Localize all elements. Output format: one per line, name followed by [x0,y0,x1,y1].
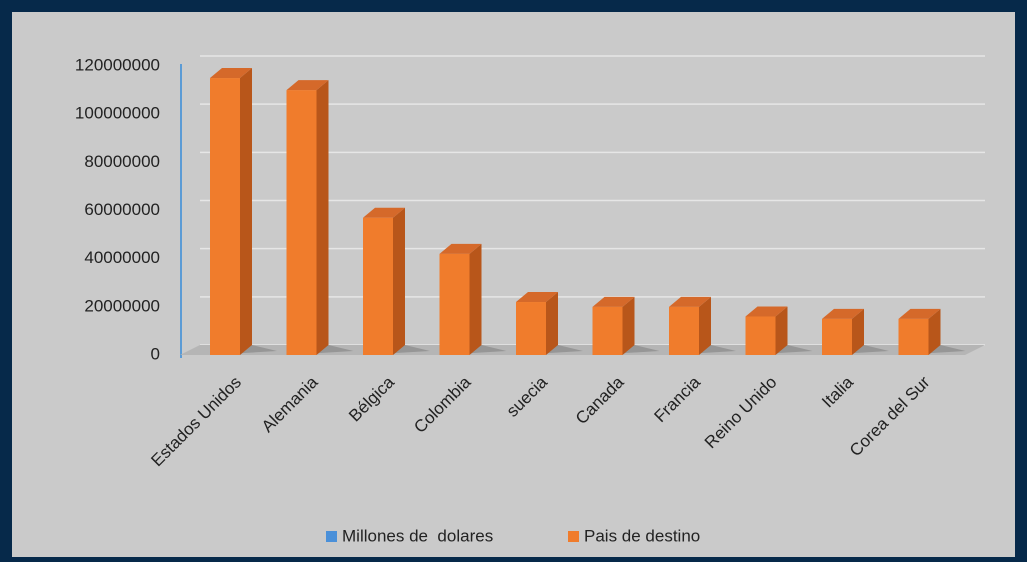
y-tick-label: 100000000 [75,104,160,123]
bar-top [286,80,329,91]
bar-top [822,308,864,319]
y-tick-label: 60000000 [84,200,160,219]
bar-side [469,243,482,355]
bar [210,78,240,356]
y-tick-label: 120000000 [75,55,160,74]
bar-side [699,296,711,355]
bar [363,217,393,355]
bar-top [898,308,941,319]
bar [592,306,623,355]
bar-side [316,80,329,355]
bar-top [363,207,405,218]
panel [12,12,1015,557]
y-tick-label: 40000000 [84,248,160,267]
bar-top [516,292,558,303]
bar-side [546,292,558,355]
bar-side [852,308,864,355]
bar [822,318,852,355]
y-tick-label: 20000000 [84,296,160,315]
bar-side [393,207,405,355]
bar-side [240,68,252,356]
bar-top [210,68,252,79]
bar-top [745,306,788,317]
bar-top [669,296,711,307]
bar-top [439,243,482,254]
bar [669,306,699,355]
y-tick-label: 0 [151,344,160,363]
y-tick-label: 80000000 [84,152,160,171]
legend-label: Pais de destino [584,526,700,545]
bar-top [592,296,635,307]
bar [439,253,470,355]
legend-swatch [568,531,579,542]
legend-swatch [326,531,337,542]
legend-label: Millones de dolares [342,526,493,545]
bar-side [928,308,941,355]
bar [898,318,929,355]
bar [745,316,776,355]
bar-side [775,306,788,355]
bar [286,90,317,355]
bar-side [622,296,635,355]
bar [516,302,546,355]
